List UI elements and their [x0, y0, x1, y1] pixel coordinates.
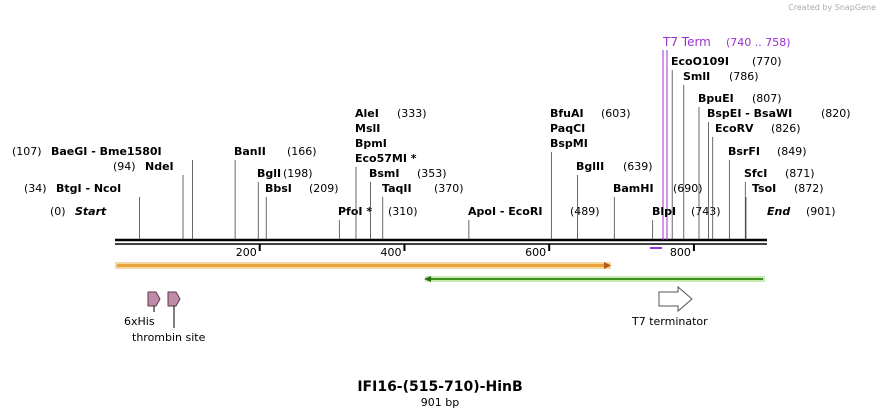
enzyme-name: EcoO109I [671, 55, 729, 68]
t7-term-range: (740 .. 758) [726, 36, 791, 49]
enzyme-name: NdeI [145, 160, 174, 173]
feature-label: 6xHis [124, 315, 155, 328]
enzyme-site: (353) [417, 167, 447, 180]
enzyme-name: BanII [234, 145, 266, 158]
t7-term-name: T7 Term [662, 35, 711, 49]
enzyme-site: (871) [785, 167, 815, 180]
enzyme-name: MslI [355, 122, 380, 135]
watermark: Created by SnapGene [788, 3, 876, 12]
enzyme-name: SmlI [683, 70, 710, 83]
enzyme-site: (807) [752, 92, 782, 105]
orf-bar [115, 262, 611, 269]
enzyme-name: SfcI [744, 167, 767, 180]
enzyme-site: (743) [691, 205, 721, 218]
enzyme-site: (489) [570, 205, 600, 218]
orf-arrow [604, 262, 611, 269]
end-site: (901) [806, 205, 836, 218]
enzyme-name: EcoRV [715, 122, 754, 135]
feature-arrow [658, 285, 693, 313]
enzyme-name: BsrFI [728, 145, 760, 158]
ruler-label: 600 [525, 246, 546, 259]
enzyme-name: BfuAI [550, 107, 584, 120]
enzyme-site: (107) [12, 145, 42, 158]
enzyme-name: TaqII [382, 182, 412, 195]
ruler-label: 200 [236, 246, 257, 259]
title: IFI16-(515-710)-HinB [357, 379, 522, 395]
enzyme-name: BspMI [550, 137, 588, 150]
enzyme-site: (198) [283, 167, 313, 180]
enzyme-site: (690) [673, 182, 703, 195]
enzyme-site: (34) [24, 182, 47, 195]
enzyme-site: (166) [287, 145, 317, 158]
enzyme-site: (872) [794, 182, 824, 195]
enzyme-name: PaqCI [550, 122, 585, 135]
enzyme-site: (94) [113, 160, 136, 173]
enzyme-site: (820) [821, 107, 851, 120]
orf-arrow [424, 276, 431, 282]
enzyme-site: (849) [777, 145, 807, 158]
enzyme-site: (333) [397, 107, 427, 120]
feature-arrow [147, 291, 161, 307]
ruler-label: 800 [670, 246, 691, 259]
enzyme-site: (639) [623, 160, 653, 173]
enzyme-site: (786) [729, 70, 759, 83]
enzyme-site: (370) [434, 182, 464, 195]
ruler-label: 400 [380, 246, 401, 259]
feature-arrow [167, 291, 181, 307]
enzyme-site: (826) [771, 122, 801, 135]
enzyme-name: AleI [355, 107, 379, 120]
enzyme-name: BpmI [355, 137, 387, 150]
enzyme-site: (770) [752, 55, 782, 68]
enzyme-name: PfoI * [338, 205, 372, 218]
length: 901 bp [421, 396, 459, 409]
end-name: Start [75, 205, 107, 218]
enzyme-site: (310) [388, 205, 418, 218]
enzyme-name: BglII [576, 160, 604, 173]
enzyme-name: BamHI [613, 182, 654, 195]
enzyme-site: (209) [309, 182, 339, 195]
feature-label: thrombin site [132, 331, 206, 344]
enzyme-name: BaeGI - Bme1580I [51, 145, 162, 158]
orf-bar [425, 276, 765, 282]
enzyme-name: BlpI [652, 205, 676, 218]
end-name: End [767, 205, 790, 218]
enzyme-name: Eco57MI * [355, 152, 417, 165]
feature-label: T7 terminator [631, 315, 708, 328]
enzyme-name: BpuEI [698, 92, 734, 105]
enzyme-name: BbsI [265, 182, 292, 195]
enzyme-site: (603) [601, 107, 631, 120]
enzyme-name: BspEI - BsaWI [707, 107, 792, 120]
enzyme-name: BsmI [369, 167, 400, 180]
enzyme-name: TsoI [752, 182, 776, 195]
enzyme-name: ApoI - EcoRI [468, 205, 542, 218]
enzyme-name: BtgI - NcoI [56, 182, 121, 195]
enzyme-name: BglI [257, 167, 281, 180]
end-site: (0) [50, 205, 66, 218]
